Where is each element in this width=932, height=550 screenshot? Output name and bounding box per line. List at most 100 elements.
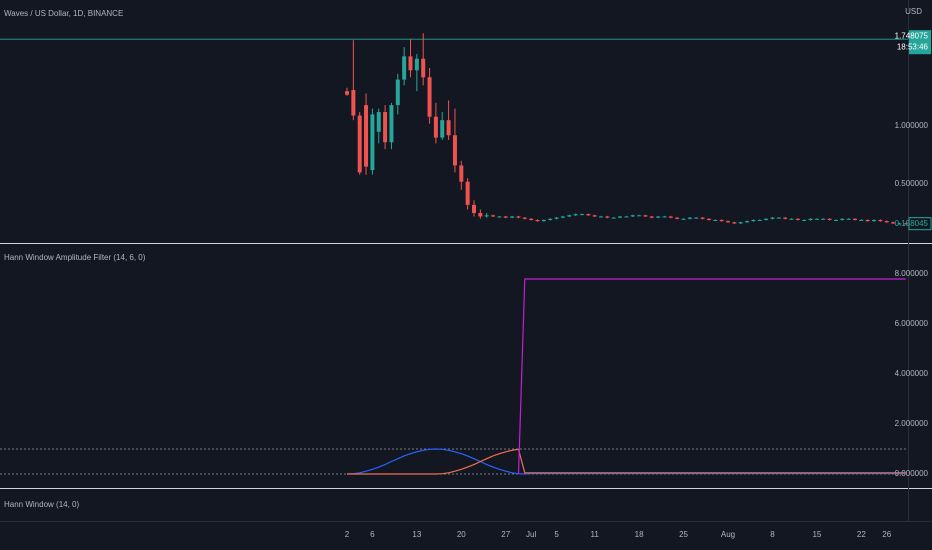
candle-body <box>357 115 362 173</box>
candle-body <box>795 218 800 220</box>
candle-body <box>586 214 591 216</box>
x-tick-label: 22 <box>857 530 866 539</box>
x-tick-label: 27 <box>501 530 510 539</box>
candle-body <box>478 212 483 217</box>
candle-body <box>535 219 540 222</box>
candle-body <box>446 120 451 136</box>
x-tick-label: Aug <box>721 530 735 539</box>
candle-body <box>840 218 845 220</box>
candle-body <box>560 216 565 218</box>
candle-body <box>414 58 419 71</box>
candle-body <box>656 216 661 218</box>
candle-body <box>789 218 794 220</box>
x-tick-label: 2 <box>345 530 350 539</box>
candle-body <box>814 218 819 220</box>
last-price-label: 0.158045 <box>895 219 929 228</box>
x-tick-label: Jul <box>526 530 536 539</box>
candle-body <box>376 112 381 132</box>
y-tick-label: 0.500000 <box>895 179 929 188</box>
indicator-title: Hann Window (14, 0) <box>4 500 79 509</box>
y-tick-label: 2.000000 <box>895 419 929 428</box>
candle-body <box>706 218 711 220</box>
symbol-title: Waves / US Dollar, 1D, BINANCE <box>4 9 123 18</box>
y-tick-label: 1.000000 <box>895 121 929 130</box>
indicator-line <box>517 278 906 475</box>
candle-body <box>865 219 870 222</box>
y-tick-label: 8.000000 <box>895 269 929 278</box>
candle-body <box>700 217 705 219</box>
candle-body <box>408 56 413 71</box>
indicator-line <box>347 448 906 475</box>
x-tick-label: 5 <box>554 530 559 539</box>
candle-body <box>611 217 616 219</box>
candle-body <box>370 114 375 171</box>
candle-body <box>738 222 743 224</box>
candle-body <box>891 222 896 224</box>
candle-body <box>643 215 648 217</box>
candle-body <box>719 219 724 222</box>
candle-body <box>522 217 527 219</box>
candle-body <box>726 221 730 223</box>
candle-body <box>516 216 521 218</box>
x-tick-label: 26 <box>882 530 891 539</box>
candle-body <box>903 223 908 225</box>
candle-body <box>605 216 610 218</box>
candle-body <box>878 219 883 222</box>
candle-body <box>872 219 877 222</box>
candle-body <box>745 221 750 223</box>
candle-body <box>548 218 553 220</box>
candle-body <box>687 217 692 219</box>
candle-body <box>783 217 788 219</box>
candle-body <box>402 56 407 80</box>
x-tick-label: 18 <box>635 530 644 539</box>
candle-body <box>427 77 432 117</box>
candle-body <box>808 218 813 220</box>
candle-body <box>649 216 654 218</box>
candle-body <box>579 214 584 216</box>
candle-body <box>351 90 356 116</box>
candle-body <box>452 135 457 166</box>
candle-body <box>618 216 623 218</box>
candle-body <box>592 215 597 217</box>
candle-body <box>567 215 572 217</box>
y-tick-label: 0.000000 <box>895 469 929 478</box>
candle-body <box>554 217 559 219</box>
currency: USD <box>905 7 922 16</box>
candle-body <box>484 215 489 217</box>
candle-body <box>833 219 838 221</box>
candle-body <box>395 79 400 106</box>
candle-body <box>624 216 629 218</box>
candle-body <box>630 215 635 217</box>
candle-body <box>713 219 718 221</box>
candle-body <box>383 112 388 143</box>
candle-body <box>389 105 394 143</box>
x-tick-label: 15 <box>812 530 821 539</box>
y-tick-label: 4.000000 <box>895 369 929 378</box>
candle-body <box>573 214 578 216</box>
candle-body <box>529 218 534 220</box>
candle-body <box>732 222 737 224</box>
candle-body <box>472 204 476 213</box>
candle-body <box>465 181 470 205</box>
candle-body <box>599 216 603 218</box>
x-tick-label: 8 <box>770 530 775 539</box>
x-tick-label: 11 <box>590 530 599 539</box>
candle-body <box>421 58 426 78</box>
x-tick-label: 6 <box>370 530 375 539</box>
candle-body <box>776 217 781 219</box>
candle-body <box>459 165 464 182</box>
candle-body <box>440 120 445 138</box>
candle-body <box>846 218 851 220</box>
candle-body <box>497 216 502 218</box>
x-tick-label: 25 <box>679 530 688 539</box>
candle-body <box>541 219 546 222</box>
candle-body <box>491 215 496 217</box>
candle-body <box>884 221 889 223</box>
candle-body <box>770 217 775 219</box>
candle-body <box>433 116 438 138</box>
price-label-box <box>909 30 931 55</box>
candle-body <box>637 215 642 217</box>
